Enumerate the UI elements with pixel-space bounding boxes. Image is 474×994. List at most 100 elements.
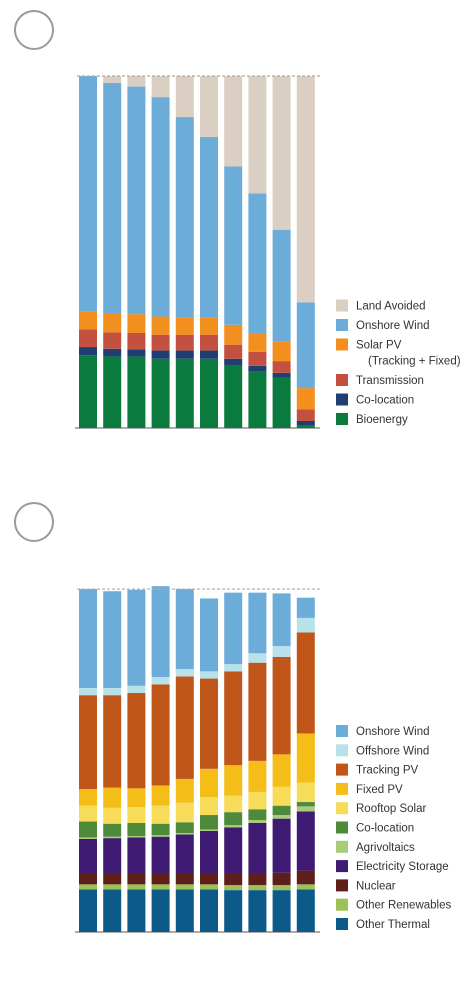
- bar-segment-land-avoided: [248, 76, 267, 194]
- bar-segment-agrivoltaics: [200, 829, 218, 831]
- bar-segment-tracking-pv: [103, 695, 122, 788]
- bar-segment-co-location: [151, 350, 170, 359]
- bar-segment-onshore-wind: [175, 589, 194, 670]
- legend-swatch: [336, 802, 348, 815]
- legend-item-onshore-wind: Onshore Wind: [336, 319, 430, 332]
- legend-swatch: [336, 898, 348, 911]
- bar-segment-bioenergy: [248, 371, 267, 428]
- legend-item-other-thermal: Other Thermal: [336, 918, 430, 931]
- legend-label-line: Onshore Wind: [356, 726, 430, 738]
- bar-segment-nuclear: [151, 873, 170, 885]
- bar-stack: [151, 76, 170, 428]
- bar-segment-offshore-wind: [248, 653, 267, 663]
- bar-segment-fixed-pv: [175, 778, 194, 803]
- bar-segment-onshore-wind: [127, 86, 146, 315]
- bar-segment-solar-pv-tracking-fixed: [103, 313, 122, 333]
- bar-segment-nuclear: [103, 873, 122, 885]
- bar-segment-solar-pv-tracking-fixed: [127, 314, 146, 333]
- bar-segment-offshore-wind: [151, 677, 170, 685]
- bar-segment-agrivoltaics: [224, 825, 243, 828]
- bar-stack: [248, 76, 267, 428]
- bar-segment-tracking-pv: [175, 676, 194, 779]
- bar-segment-transmission: [224, 344, 243, 359]
- bar-segment-fixed-pv: [248, 760, 267, 792]
- bar-segment-offshore-wind: [175, 669, 194, 677]
- bar-segment-solar-pv-tracking-fixed: [272, 341, 291, 362]
- bar-segment-onshore-wind: [224, 166, 243, 325]
- bar-segment-onshore-wind: [103, 591, 122, 688]
- legend-label-line: (Tracking + Fixed): [368, 356, 461, 368]
- bar-segment-bioenergy: [200, 358, 218, 428]
- bar-segment-electricity-storage: [127, 837, 146, 874]
- bar-segment-agrivoltaics: [79, 837, 97, 839]
- bar-segment-other-thermal: [272, 890, 291, 932]
- bar-stack: [151, 586, 170, 932]
- bar-segment-offshore-wind: [200, 671, 218, 679]
- bar-segment-onshore-wind: [127, 589, 146, 686]
- bar-stack: [248, 592, 267, 932]
- bar-segment-tracking-pv: [272, 656, 291, 755]
- bar-segment-bioenergy: [175, 358, 194, 428]
- bar-segment-rooftop-solar: [296, 782, 315, 803]
- bar-stack: [103, 591, 122, 932]
- bar-segment-agrivoltaics: [272, 815, 291, 819]
- bar-segment-land-avoided: [296, 76, 315, 303]
- bar-segment-co-location: [248, 809, 267, 821]
- bar-segment-onshore-wind: [248, 193, 267, 333]
- bar-segment-onshore-wind: [79, 589, 97, 688]
- bar-segment-land-avoided: [272, 76, 291, 230]
- bar-segment-nuclear: [200, 873, 218, 885]
- legend-label: Nuclear: [356, 880, 396, 892]
- bar-segment-solar-pv-tracking-fixed: [248, 332, 267, 352]
- legend-label-line: Electricity Storage: [356, 861, 449, 873]
- bar-segment-other-renewables: [79, 884, 97, 890]
- bar-stack: [224, 76, 243, 428]
- bar-segment-land-avoided: [175, 76, 194, 118]
- legend-label: Bioenergy: [356, 414, 408, 426]
- bar-segment-electricity-storage: [79, 838, 97, 874]
- bar-segment-fixed-pv: [296, 733, 315, 783]
- bar-segment-co-location: [127, 349, 146, 357]
- legend-swatch: [336, 879, 348, 892]
- bar-segment-co-location: [79, 347, 97, 356]
- bar-segment-nuclear: [79, 873, 97, 885]
- bar-stack: [200, 76, 218, 428]
- legend-label: Offshore Wind: [356, 745, 429, 757]
- bar-segment-rooftop-solar: [248, 791, 267, 810]
- legend-label: Onshore Wind: [356, 320, 430, 332]
- bar-segment-fixed-pv: [79, 789, 97, 806]
- bar-segment-offshore-wind: [296, 617, 315, 633]
- bar-segment-co-location: [151, 823, 170, 836]
- bar-segment-onshore-wind: [248, 592, 267, 654]
- bar-segment-land-avoided: [103, 76, 122, 84]
- bar-segment-tracking-pv: [248, 662, 267, 761]
- legend-label: Onshore Wind: [356, 726, 430, 738]
- bar-segment-bioenergy: [79, 355, 97, 428]
- bar-segment-transmission: [296, 409, 315, 421]
- bar-segment-electricity-storage: [272, 818, 291, 873]
- bar-segment-rooftop-solar: [200, 796, 218, 816]
- bar-segment-onshore-wind: [224, 592, 243, 665]
- bar-segment-other-renewables: [175, 884, 194, 890]
- bar-segment-rooftop-solar: [272, 786, 291, 806]
- bar-segment-tracking-pv: [296, 632, 315, 734]
- bar-segment-other-renewables: [127, 884, 146, 890]
- bar-segment-fixed-pv: [200, 768, 218, 797]
- bar-segment-solar-pv-tracking-fixed: [224, 324, 243, 345]
- bar-segment-tracking-pv: [151, 684, 170, 786]
- legend-label-line: Tracking PV: [356, 765, 419, 777]
- bar-segment-onshore-wind: [151, 97, 170, 317]
- bar-segment-land-avoided: [200, 76, 218, 138]
- legend-label-line: Land Avoided: [356, 301, 426, 313]
- bar-segment-transmission: [248, 351, 267, 366]
- legend-label-line: Solar PV: [356, 340, 402, 352]
- legend-item-agrivoltaics: Agrivoltaics: [336, 840, 415, 854]
- bar-segment-electricity-storage: [248, 822, 267, 874]
- bar-segment-tracking-pv: [224, 671, 243, 766]
- legend-label: Other Thermal: [356, 919, 430, 931]
- legend-swatch: [336, 319, 348, 331]
- bar-segment-onshore-wind: [175, 117, 194, 318]
- bar-segment-nuclear: [127, 873, 146, 885]
- bar-segment-land-avoided: [151, 76, 170, 98]
- bar-segment-onshore-wind: [200, 598, 218, 672]
